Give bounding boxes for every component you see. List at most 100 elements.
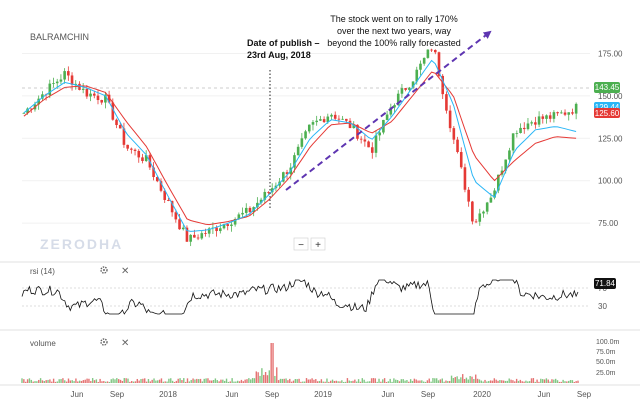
- volume-bar: [456, 376, 458, 383]
- volume-bar: [341, 380, 343, 383]
- volume-bar: [331, 379, 334, 383]
- candle-body: [311, 122, 315, 125]
- volume-bar: [369, 381, 371, 383]
- candle-body: [408, 87, 411, 90]
- volume-bar: [370, 378, 373, 383]
- candle-body: [467, 189, 470, 202]
- candle-body: [497, 174, 500, 191]
- volume-bar: [491, 380, 494, 383]
- publish-annotation-line2: 23rd Aug, 2018: [247, 50, 311, 60]
- volume-bar: [250, 379, 252, 383]
- volume-bar: [218, 381, 220, 383]
- volume-bar: [117, 379, 120, 383]
- volume-settings-icon[interactable]: [100, 338, 108, 346]
- candle-body: [567, 112, 571, 115]
- ema-fast-line: [23, 59, 577, 232]
- volume-bar: [21, 378, 23, 383]
- volume-bar: [49, 379, 51, 383]
- volume-tick-50m: 50.0m: [596, 359, 616, 366]
- volume-bar: [307, 379, 310, 383]
- volume-bar: [421, 380, 423, 383]
- volume-bar: [136, 378, 138, 383]
- candle-body: [489, 197, 493, 203]
- volume-bar: [462, 374, 464, 383]
- volume-bar: [264, 372, 267, 383]
- candle-body: [304, 131, 307, 139]
- zoom-in-button[interactable]: +: [310, 237, 326, 251]
- candle-body: [78, 83, 81, 90]
- volume-bars: [21, 343, 579, 383]
- volume-bar: [121, 380, 124, 383]
- volume-bar: [132, 381, 135, 383]
- candle-body: [400, 88, 404, 94]
- candle-body: [222, 224, 226, 229]
- volume-bar: [525, 380, 527, 383]
- volume-bar: [385, 381, 388, 383]
- volume-bar: [342, 381, 345, 383]
- volume-bar: [514, 381, 516, 383]
- zoom-out-button[interactable]: −: [293, 237, 309, 251]
- volume-bar: [283, 378, 285, 383]
- volume-bar: [439, 379, 442, 383]
- volume-bar: [406, 380, 408, 383]
- candle-body: [437, 52, 441, 76]
- candle-body: [230, 224, 233, 226]
- volume-bar: [428, 378, 430, 383]
- volume-close-icon[interactable]: ✕: [121, 338, 129, 349]
- volume-bar: [568, 380, 570, 383]
- candle-body: [456, 139, 459, 153]
- volume-bar: [268, 370, 271, 383]
- volume-bar: [30, 379, 32, 383]
- volume-bar: [86, 378, 88, 383]
- volume-bar: [527, 381, 529, 383]
- volume-bar: [69, 380, 72, 383]
- volume-bar: [207, 378, 209, 383]
- candle-body: [26, 108, 29, 113]
- volume-bar: [328, 381, 330, 383]
- volume-bar: [302, 381, 304, 383]
- rsi-close-icon[interactable]: ✕: [121, 266, 129, 277]
- candle-body: [115, 119, 118, 126]
- candle-body: [92, 93, 96, 96]
- candle-body: [463, 167, 467, 190]
- volume-bar: [558, 381, 561, 383]
- candle-body: [200, 233, 204, 239]
- volume-bar: [123, 378, 125, 383]
- volume-bar: [158, 379, 161, 383]
- candle-body: [508, 150, 511, 160]
- volume-bar: [350, 381, 352, 383]
- volume-bar: [495, 379, 497, 383]
- candle-body: [189, 234, 192, 242]
- volume-bar: [188, 381, 191, 383]
- volume-bar: [244, 379, 246, 383]
- candle-body: [285, 172, 289, 175]
- candle-body: [37, 98, 40, 105]
- rsi-settings-icon[interactable]: [100, 266, 108, 274]
- volume-bar: [577, 380, 579, 383]
- candle-body: [333, 114, 337, 119]
- candle-body: [41, 94, 44, 99]
- volume-bar: [553, 379, 555, 383]
- volume-bar: [294, 379, 297, 383]
- candle-body: [571, 112, 574, 114]
- x-tick-label: 2020: [473, 390, 491, 399]
- volume-bar: [227, 381, 230, 383]
- volume-bar: [419, 380, 421, 383]
- volume-bar: [441, 378, 443, 383]
- candle-body: [389, 107, 393, 115]
- volume-bar: [231, 378, 233, 383]
- volume-bar: [25, 381, 27, 383]
- candle-body: [474, 221, 478, 223]
- volume-bar: [354, 379, 356, 383]
- volume-bar: [502, 380, 505, 383]
- volume-bar: [125, 378, 127, 383]
- candle-body: [241, 212, 244, 215]
- volume-bar: [372, 378, 375, 383]
- volume-bar: [564, 381, 566, 383]
- volume-bar: [116, 378, 118, 383]
- candle-body: [163, 190, 167, 200]
- candle-body: [504, 159, 508, 171]
- volume-bar: [192, 378, 194, 383]
- candle-body: [471, 201, 474, 222]
- rally-annotation-line2: over the next two years, way: [337, 26, 452, 36]
